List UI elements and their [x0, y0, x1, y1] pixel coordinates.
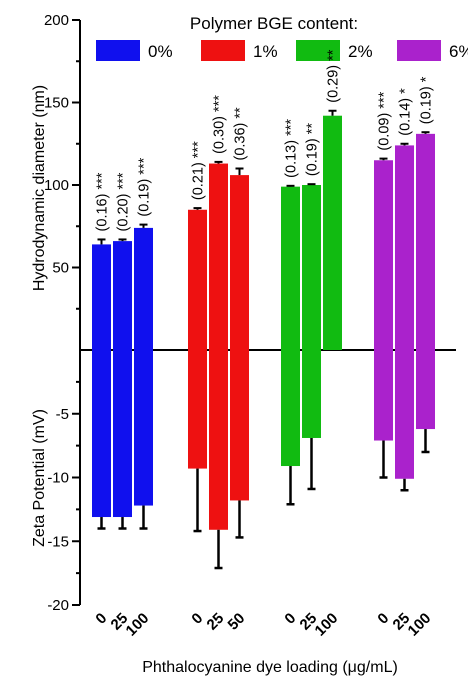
x-tick-label: 0	[92, 610, 110, 628]
diameter-bar	[92, 244, 111, 350]
pdi-significance-label: (0.21) ***	[191, 141, 207, 200]
legend-swatch	[296, 40, 340, 61]
y-tick-label: -15	[47, 533, 69, 550]
pdi-significance-label: (0.19) *	[419, 76, 435, 124]
x-tick-label: 100	[123, 610, 153, 640]
legend-label: 0%	[148, 42, 173, 61]
zeta-bar	[92, 350, 111, 518]
pdi-significance-label: (0.13) ***	[284, 119, 300, 178]
pdi-significance-label: (0.36) **	[233, 107, 249, 161]
x-tick-label: 0	[281, 610, 299, 628]
diameter-bar	[416, 133, 435, 350]
legend-swatch	[201, 40, 245, 61]
zeta-bar	[416, 350, 435, 430]
diameter-bar	[209, 163, 228, 350]
x-tick-label: 100	[405, 610, 435, 640]
zeta-bar	[113, 350, 132, 518]
y-axis-title-diameter: Hydrodynamic diameter (nm)	[31, 85, 48, 291]
diameter-bar	[323, 115, 342, 350]
y-tick-label: 50	[52, 260, 69, 277]
zeta-bar	[395, 350, 414, 479]
axes: 50 100 150 200 -5 -10 -15 -20	[44, 12, 456, 614]
y-axis-title-zeta: Zeta Potential (mV)	[31, 409, 48, 547]
pdi-significance-label: (0.16) ***	[95, 172, 111, 231]
diameter-bar	[395, 145, 414, 350]
legend-label: 2%	[348, 42, 373, 61]
legend-swatch	[96, 40, 140, 61]
zeta-bar	[281, 350, 300, 467]
x-tick-label: 100	[312, 610, 342, 640]
zeta-bar	[209, 350, 228, 530]
pdi-significance-label: (0.19) ***	[137, 157, 153, 216]
y-tick-label: -5	[56, 406, 69, 423]
diameter-bar	[230, 175, 249, 350]
zeta-bar	[134, 350, 153, 506]
bars	[92, 109, 435, 570]
legend-label: 6%	[449, 42, 468, 61]
pdi-significance-label: (0.09) ***	[377, 91, 393, 150]
legend-swatch	[397, 40, 441, 61]
legend: 0% 1% 2% 6%	[96, 40, 468, 61]
pdi-significance-label: (0.29) **	[326, 49, 342, 103]
pdi-significance-label: (0.19) **	[305, 123, 321, 177]
y-tick-label: 200	[44, 12, 69, 29]
zeta-bar	[302, 350, 321, 438]
x-tick-label: 0	[374, 610, 392, 628]
legend-title: Polymer BGE content:	[190, 14, 358, 33]
pdi-significance-label: (0.14) *	[398, 88, 414, 136]
y-tick-label: -20	[47, 597, 69, 614]
diameter-bar	[302, 185, 321, 350]
pdi-significance-label: (0.30) ***	[212, 95, 228, 154]
zeta-bar	[188, 350, 207, 469]
legend-label: 1%	[253, 42, 278, 61]
x-axis-title: Phthalocyanine dye loading (μg/mL)	[142, 659, 398, 676]
zeta-bar	[230, 350, 249, 501]
zeta-bar	[374, 350, 393, 441]
y-tick-label: -10	[47, 470, 69, 487]
diameter-bar	[188, 209, 207, 350]
x-tick-label: 0	[188, 610, 206, 628]
bar-labels: 0(0.16) ***25(0.20) ***100(0.19) ***0(0.…	[92, 49, 434, 639]
y-tick-label: 150	[44, 95, 69, 112]
diameter-bar	[374, 160, 393, 350]
diameter-bar	[113, 241, 132, 350]
x-tick-label: 50	[225, 610, 249, 634]
diameter-bar	[134, 227, 153, 350]
diameter-bar	[281, 186, 300, 350]
y-tick-label: 100	[44, 177, 69, 194]
pdi-significance-label: (0.20) ***	[116, 172, 132, 231]
